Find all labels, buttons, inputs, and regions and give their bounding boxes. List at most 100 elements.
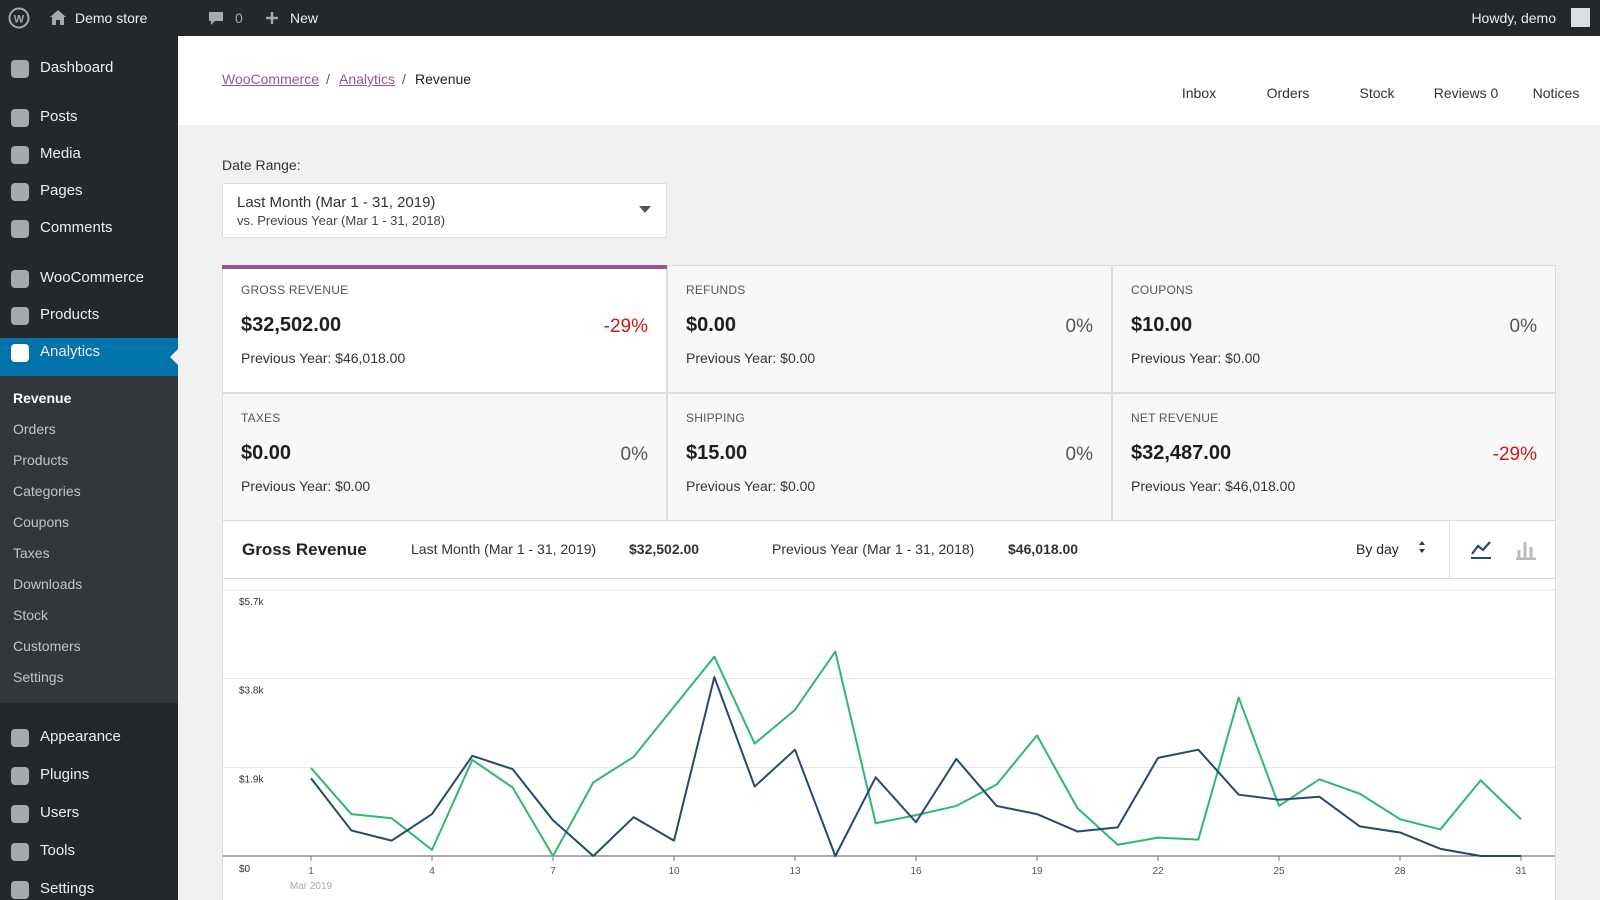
menu-icon bbox=[11, 307, 29, 325]
breadcrumb-separator: / bbox=[402, 71, 406, 87]
site-name[interactable]: Demo store bbox=[75, 10, 147, 26]
menu-item[interactable]: Comments bbox=[40, 219, 113, 236]
breadcrumb-link[interactable]: WooCommerce bbox=[222, 71, 319, 87]
menu-item[interactable]: Products bbox=[40, 306, 99, 323]
menu-item[interactable]: Plugins bbox=[40, 766, 89, 783]
card-label: SHIPPING bbox=[686, 411, 745, 425]
summary-card[interactable]: TAXES$0.000%Previous Year: $0.00 bbox=[222, 393, 667, 521]
submenu-item[interactable]: Taxes bbox=[13, 545, 50, 561]
submenu-item[interactable]: Orders bbox=[13, 421, 56, 437]
x-tick-label: 28 bbox=[1394, 866, 1406, 877]
summary-grid: GROSS REVENUE$32,502.00-29%Previous Year… bbox=[222, 265, 1556, 521]
activity-label[interactable]: Notices bbox=[1496, 85, 1600, 101]
menu-icon bbox=[11, 843, 29, 861]
card-value: $0.00 bbox=[241, 442, 291, 465]
legend-total: $46,018.00 bbox=[1008, 541, 1078, 557]
header: WooCommerce/Analytics/RevenueInboxOrders… bbox=[178, 36, 1600, 125]
y-tick-label: $0 bbox=[239, 864, 251, 875]
greeting[interactable]: Howdy, demo bbox=[1471, 10, 1556, 26]
menu-item[interactable]: Settings bbox=[40, 880, 94, 897]
x-tick-label: 25 bbox=[1273, 866, 1285, 877]
x-axis-note: Mar 2019 bbox=[290, 881, 333, 892]
summary-card[interactable]: GROSS REVENUE$32,502.00-29%Previous Year… bbox=[222, 265, 667, 393]
date-range-primary: Last Month (Mar 1 - 31, 2019) bbox=[237, 194, 435, 211]
card-previous: Previous Year: $0.00 bbox=[241, 478, 370, 494]
comment-count[interactable]: 0 bbox=[235, 10, 243, 26]
summary-card[interactable]: SHIPPING$15.000%Previous Year: $0.00 bbox=[667, 393, 1112, 521]
wp-logo[interactable]: W bbox=[8, 7, 30, 29]
card-delta: 0% bbox=[1066, 444, 1093, 466]
card-delta: 0% bbox=[1510, 316, 1537, 338]
chart-header: Gross Revenue By day Last Month (Mar 1 -… bbox=[223, 521, 1555, 579]
menu-item[interactable]: Media bbox=[40, 145, 81, 162]
menu-item[interactable]: Analytics bbox=[40, 343, 100, 360]
card-value: $10.00 bbox=[1131, 314, 1192, 337]
card-previous: Previous Year: $46,018.00 bbox=[241, 350, 405, 366]
card-delta: -29% bbox=[604, 316, 648, 338]
menu-item[interactable]: Appearance bbox=[40, 728, 121, 745]
x-tick-label: 19 bbox=[1031, 866, 1043, 877]
submenu-item[interactable]: Settings bbox=[13, 669, 64, 685]
summary-card[interactable]: REFUNDS$0.000%Previous Year: $0.00 bbox=[667, 265, 1112, 393]
submenu-item[interactable]: Categories bbox=[13, 483, 81, 499]
date-range-picker[interactable]: Last Month (Mar 1 - 31, 2019) vs. Previo… bbox=[222, 183, 667, 238]
summary-card[interactable]: NET REVENUE $32,487.00 -29% Previous Year: … bbox=[1112, 393, 1556, 521]
avatar[interactable] bbox=[1571, 8, 1590, 27]
submenu-item[interactable]: Stock bbox=[13, 607, 48, 623]
submenu-item[interactable]: Revenue bbox=[13, 390, 71, 406]
line-chart-toggle[interactable] bbox=[1470, 538, 1492, 560]
card-previous: Previous Year: $0.00 bbox=[686, 350, 815, 366]
menu-icon bbox=[11, 805, 29, 823]
breadcrumb-link[interactable]: Analytics bbox=[339, 71, 395, 87]
menu-icon bbox=[11, 220, 29, 238]
dropdown-arrow bbox=[639, 206, 651, 214]
menu-item[interactable]: Pages bbox=[40, 182, 83, 199]
x-tick-label: 4 bbox=[429, 866, 435, 877]
summary-card[interactable]: COUPONS$10.000%Previous Year: $0.00 bbox=[1112, 265, 1556, 393]
chart-panel: Gross Revenue By day Last Month (Mar 1 -… bbox=[222, 520, 1556, 900]
card-label: REFUNDS bbox=[686, 283, 745, 297]
menu-icon bbox=[11, 146, 29, 164]
admin-bar: W Demo store 0 New Howdy, demo bbox=[0, 0, 1600, 36]
y-tick-label: $3.8k bbox=[239, 686, 264, 697]
card-previous: Previous Year: $46,018.00 bbox=[1131, 478, 1295, 494]
active-pointer bbox=[170, 349, 178, 365]
menu-item[interactable]: Users bbox=[40, 804, 79, 821]
breadcrumb-current: Revenue bbox=[415, 71, 471, 87]
card-value: $15.00 bbox=[686, 442, 747, 465]
comments-icon bbox=[207, 10, 225, 27]
y-tick-label: $5.7k bbox=[239, 597, 264, 608]
menu-item[interactable]: Posts bbox=[40, 108, 78, 125]
submenu-item[interactable]: Customers bbox=[13, 638, 81, 654]
legend-label[interactable]: Previous Year (Mar 1 - 31, 2018) bbox=[772, 541, 974, 557]
bar-chart-toggle[interactable] bbox=[1515, 538, 1537, 560]
submenu-item[interactable]: Downloads bbox=[13, 576, 82, 592]
card-label: TAXES bbox=[241, 411, 280, 425]
plus-icon bbox=[264, 10, 280, 26]
menu-icon bbox=[11, 60, 29, 78]
card-value: $32,487.00 bbox=[1131, 442, 1231, 465]
line-chart: $0$1.9k$3.8k$5.7k1471013161922252831Mar … bbox=[223, 578, 1555, 900]
card-label: NET REVENUE bbox=[1131, 411, 1218, 425]
menu-icon bbox=[11, 729, 29, 747]
x-tick-label: 31 bbox=[1515, 866, 1527, 877]
card-delta: 0% bbox=[1066, 316, 1093, 338]
menu-item[interactable]: Dashboard bbox=[40, 59, 113, 76]
submenu-item[interactable]: Coupons bbox=[13, 514, 69, 530]
card-delta: -29% bbox=[1493, 444, 1537, 466]
interval-select[interactable]: By day bbox=[1356, 541, 1399, 557]
submenu-item[interactable]: Products bbox=[13, 452, 68, 468]
legend-label[interactable]: Last Month (Mar 1 - 31, 2019) bbox=[411, 541, 596, 557]
x-tick-label: 7 bbox=[550, 866, 556, 877]
home-icon bbox=[49, 9, 67, 26]
new-link[interactable]: New bbox=[290, 10, 318, 26]
separator bbox=[1449, 521, 1450, 578]
menu-item[interactable]: Tools bbox=[40, 842, 75, 859]
date-range-label: Date Range: bbox=[222, 157, 301, 173]
x-tick-label: 1 bbox=[308, 866, 314, 877]
menu-icon bbox=[11, 344, 29, 362]
menu-icon bbox=[11, 183, 29, 201]
menu-item[interactable]: WooCommerce bbox=[40, 269, 144, 286]
breadcrumb-separator: / bbox=[326, 71, 330, 87]
